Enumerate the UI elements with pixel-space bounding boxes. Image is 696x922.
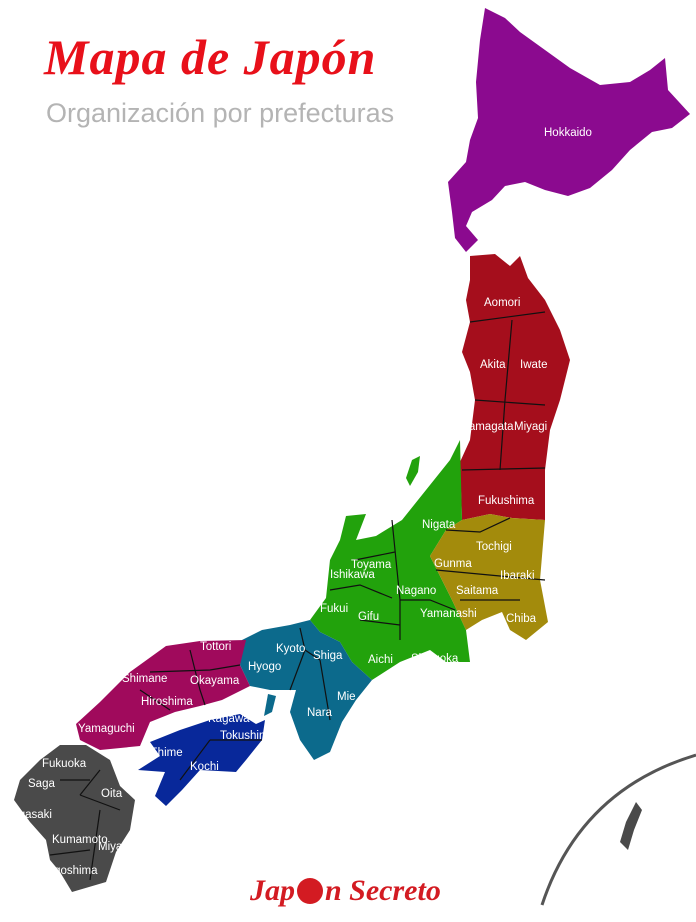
prefecture-labels: Hokkaido Aomori Akita Iwate Yamagata Miy… [4, 127, 592, 877]
label-iwate: Iwate [520, 359, 548, 371]
label-fukuoka: Fukuoka [42, 758, 87, 770]
region-chubu[interactable] [310, 440, 470, 680]
label-kagawa: Kagawa [208, 713, 250, 725]
region-chugoku[interactable] [76, 640, 250, 750]
japon-secreto-logo: Jap n Secreto [250, 874, 441, 908]
region-tohoku[interactable] [460, 254, 570, 520]
island-okinawa [620, 802, 642, 850]
label-miyagi: Miyagi [514, 421, 547, 433]
prefecture-borders [49, 311, 546, 881]
label-yamanashi: Yamanashi [420, 608, 477, 620]
label-shiga: Shiga [313, 650, 343, 662]
region-kyushu[interactable] [14, 745, 135, 892]
label-hokkaido: Hokkaido [544, 127, 592, 139]
torii-sun-icon [297, 878, 323, 904]
island-awaji [264, 694, 276, 716]
label-ehime: Ehime [150, 747, 183, 759]
map-subtitle: Organización por prefecturas [46, 98, 395, 128]
label-saitama: Saitama [456, 585, 499, 597]
region-kanto[interactable] [430, 514, 548, 640]
label-ishikawa: Ishikawa [330, 569, 375, 581]
region-shikoku[interactable] [138, 714, 265, 806]
label-kagoshima: Kagoshima [40, 865, 98, 877]
label-ibaraki: Ibaraki [500, 570, 535, 582]
label-yamaguchi: Yamaguchi [78, 723, 135, 735]
label-kochi: Kochi [190, 761, 219, 773]
inset-arc [540, 753, 696, 906]
label-oita: Oita [101, 788, 123, 800]
label-aomori: Aomori [484, 297, 520, 309]
label-chiba: Chiba [506, 613, 537, 625]
label-shizuoka: Shizuoka [411, 653, 459, 665]
logo-text-left: Jap [250, 874, 295, 907]
region-hokkaido[interactable] [448, 8, 690, 252]
label-shimane: Shimane [122, 673, 167, 685]
label-fukushima: Fukushima [478, 495, 535, 507]
label-aichi: Aichi [368, 654, 393, 666]
label-nagano: Nagano [396, 585, 436, 597]
region-kansai[interactable] [240, 620, 372, 760]
label-yamagata: Yamagata [462, 421, 514, 433]
label-kyoto: Kyoto [276, 643, 305, 655]
map-title: Mapa de Japón [44, 29, 377, 85]
label-akita: Akita [480, 359, 506, 371]
island-sado [406, 456, 420, 486]
label-toyama: Toyama [351, 559, 392, 571]
label-nigata: Nigata [422, 519, 456, 531]
label-hyogo: Hyogo [248, 661, 281, 673]
label-gunma: Gunma [434, 558, 472, 570]
label-nara: Nara [307, 707, 333, 719]
label-tokushima: Tokushima [220, 730, 276, 742]
label-kumamoto: Kumamoto [52, 834, 108, 846]
label-gifu: Gifu [358, 611, 379, 623]
label-okayama: Okayama [190, 675, 240, 687]
label-tochigi: Tochigi [476, 541, 512, 553]
label-fukui: Fukui [320, 603, 348, 615]
label-miyazaki: Miyazaki [98, 841, 143, 853]
label-hiroshima: Hiroshima [141, 696, 193, 708]
logo-text-right: n Secreto [325, 874, 441, 907]
label-nagasaki: Nagasaki [4, 809, 52, 821]
label-tottori: Tottori [200, 641, 231, 653]
label-mie: Mie [337, 691, 356, 703]
label-saga: Saga [28, 778, 55, 790]
